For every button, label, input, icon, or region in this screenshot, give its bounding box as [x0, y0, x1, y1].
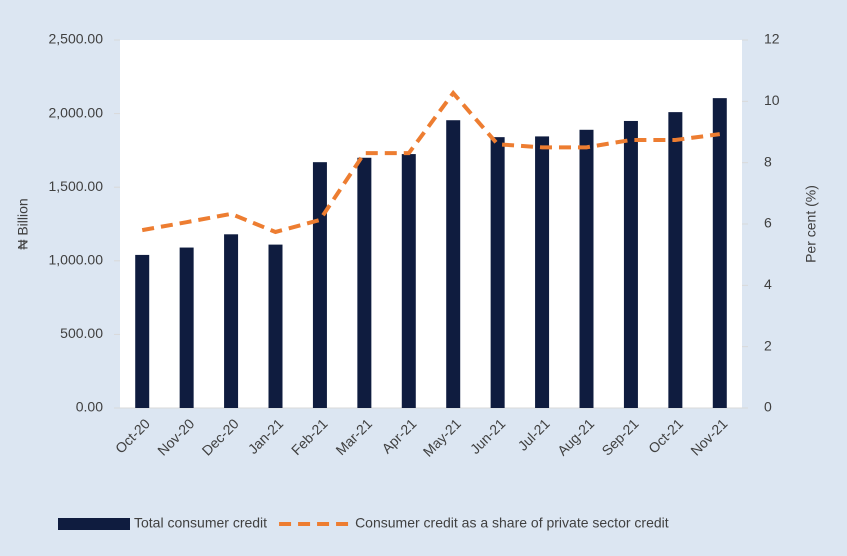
bar: [401, 154, 416, 408]
bar: [179, 247, 194, 408]
bar: [668, 112, 683, 409]
y-tick-label: 500.00: [60, 325, 103, 341]
plot-area: [120, 40, 742, 408]
y2-tick-label: 4: [764, 276, 772, 292]
bar: [224, 234, 239, 408]
y-tick-label: 2,000.00: [49, 104, 104, 120]
y2-tick-label: 0: [764, 399, 772, 415]
bar: [579, 129, 594, 409]
bar: [135, 254, 150, 408]
line: [141, 89, 721, 235]
y-tick-label: 1,500.00: [49, 178, 104, 194]
bar: [712, 98, 727, 409]
bar: [268, 244, 283, 408]
bar: [357, 157, 372, 408]
y2-tick-label: 10: [764, 92, 780, 108]
y2-tick-label: 8: [764, 153, 772, 169]
y-tick-label: 2,500.00: [49, 31, 104, 47]
y2-tick-label: 2: [764, 337, 772, 353]
bar: [623, 120, 638, 409]
bar: [312, 162, 327, 408]
y-axis-label: ₦ Billion: [15, 198, 31, 249]
bar: [535, 136, 550, 408]
y2-axis-label: Per cent (%): [803, 185, 819, 263]
legend-label: Consumer credit as a share of private se…: [355, 515, 669, 531]
legend-swatch: [58, 518, 130, 530]
y-tick-label: 1,000.00: [49, 252, 104, 268]
bar: [446, 120, 461, 408]
y2-tick-label: 6: [764, 215, 772, 231]
legend-label: Total consumer credit: [134, 515, 267, 531]
y2-tick-label: 12: [764, 31, 780, 47]
y-tick-label: 0.00: [76, 399, 103, 415]
bar: [490, 137, 505, 409]
